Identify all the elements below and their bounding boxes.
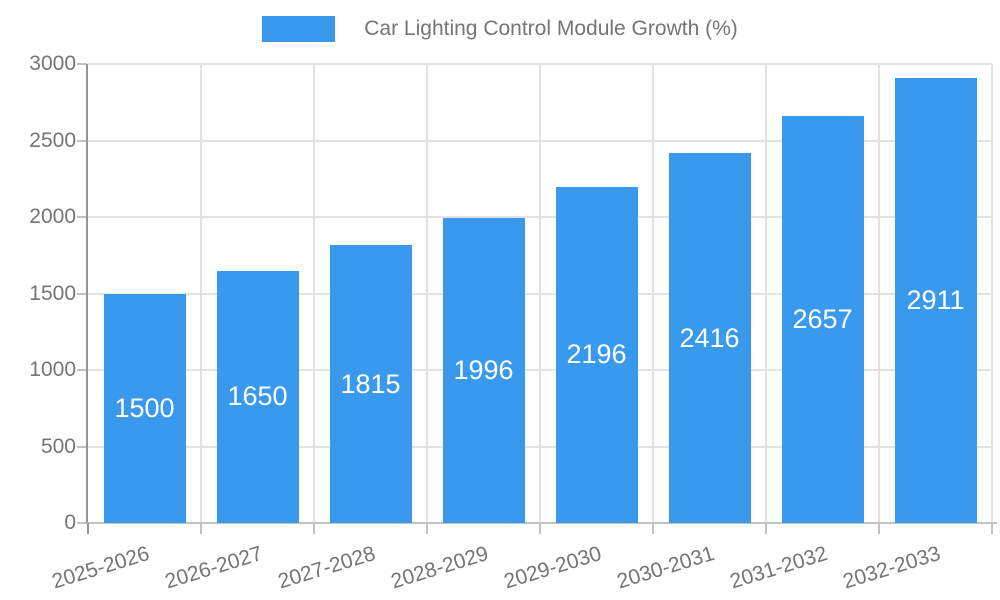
y-axis-label: 2000 bbox=[29, 205, 76, 228]
bar-2027-2028[interactable]: 1815 bbox=[329, 245, 412, 523]
x-axis-label: 2026-2027 bbox=[162, 542, 266, 594]
x-axis-label: 2029-2030 bbox=[501, 542, 605, 594]
bar-2031-2032[interactable]: 2657 bbox=[781, 116, 864, 523]
y-axis-tick bbox=[77, 63, 87, 65]
y-axis-tick bbox=[77, 522, 87, 524]
bar-value-label: 1815 bbox=[340, 368, 401, 399]
bar-value-label: 2911 bbox=[906, 284, 965, 315]
y-axis-label: 1500 bbox=[29, 281, 76, 305]
x-axis-tick bbox=[87, 523, 89, 534]
bar-value-label: 1500 bbox=[114, 392, 175, 423]
y-axis-label: 0 bbox=[64, 511, 76, 534]
legend[interactable]: Car Lighting Control Module Growth (%) bbox=[0, 16, 1000, 42]
bar-2026-2027[interactable]: 1650 bbox=[216, 270, 299, 523]
bar-2029-2030[interactable]: 2196 bbox=[555, 187, 638, 523]
x-axis-tick bbox=[313, 523, 315, 534]
y-axis-tick bbox=[77, 445, 87, 448]
x-axis-line bbox=[87, 522, 997, 524]
bar-value-label: 2196 bbox=[566, 339, 627, 370]
x-axis-label: 2028-2029 bbox=[388, 542, 492, 594]
gridline-vertical bbox=[539, 64, 541, 523]
gridline-vertical bbox=[652, 64, 654, 523]
gridline-vertical bbox=[200, 64, 202, 523]
y-axis-line bbox=[86, 64, 88, 523]
gridline-vertical bbox=[991, 64, 993, 523]
bar-value-label: 2416 bbox=[679, 322, 740, 353]
bar-value-label: 2657 bbox=[792, 304, 853, 335]
y-axis-tick bbox=[77, 369, 87, 371]
x-axis-tick bbox=[539, 523, 541, 534]
y-axis-tick bbox=[77, 292, 87, 295]
bar-2032-2033[interactable]: 2911 bbox=[894, 77, 977, 523]
x-axis-label: 2027-2028 bbox=[275, 542, 379, 594]
x-axis-label: 2031-2032 bbox=[727, 542, 831, 594]
x-axis-label: 2025-2026 bbox=[49, 542, 153, 594]
y-axis-label: 2500 bbox=[29, 128, 76, 152]
y-axis-label: 3000 bbox=[29, 52, 76, 75]
gridline-vertical bbox=[878, 64, 880, 523]
x-axis-label: 2032-2033 bbox=[840, 542, 944, 594]
y-axis-tick bbox=[77, 216, 87, 218]
bar-2030-2031[interactable]: 2416 bbox=[668, 153, 751, 523]
x-axis-tick bbox=[426, 523, 428, 534]
x-axis-tick bbox=[991, 523, 993, 534]
gridline-vertical bbox=[426, 64, 428, 523]
bar-2028-2029[interactable]: 1996 bbox=[442, 217, 525, 523]
legend-label: Car Lighting Control Module Growth (%) bbox=[364, 17, 738, 40]
x-axis-tick bbox=[200, 523, 202, 534]
bar-value-label: 1650 bbox=[227, 381, 288, 412]
x-axis-tick bbox=[765, 523, 767, 534]
bar-2025-2026[interactable]: 1500 bbox=[103, 293, 186, 523]
y-axis-label: 500 bbox=[40, 434, 76, 458]
bar-value-label: 1996 bbox=[453, 354, 514, 385]
y-axis-label: 1000 bbox=[29, 358, 76, 381]
x-axis-tick bbox=[878, 523, 880, 534]
x-axis-tick bbox=[652, 523, 654, 534]
gridline-vertical bbox=[765, 64, 767, 523]
gridline-vertical bbox=[313, 64, 315, 523]
y-axis-tick bbox=[77, 139, 87, 142]
legend-swatch bbox=[262, 16, 336, 42]
x-axis-label: 2030-2031 bbox=[614, 542, 718, 594]
